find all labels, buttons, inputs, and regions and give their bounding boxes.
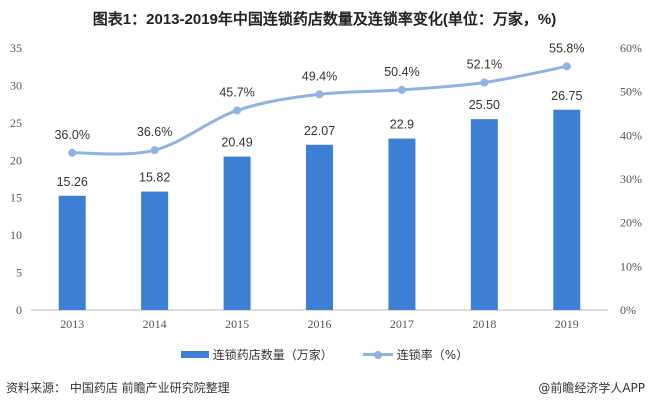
rate-data-label: 36.6% <box>137 125 172 139</box>
x-tick-label: 2019 <box>555 317 579 331</box>
x-tick-label: 2013 <box>60 317 84 331</box>
x-tick-label: 2018 <box>472 317 496 331</box>
left-tick-label: 10 <box>10 228 22 242</box>
bar-data-label: 25.50 <box>469 98 500 112</box>
bar <box>223 156 251 310</box>
rate-point <box>315 90 324 99</box>
credit: @前瞻经济学人APP <box>538 381 645 395</box>
right-tick-label: 40% <box>620 128 642 142</box>
rate-point <box>480 78 489 87</box>
bar <box>306 144 333 310</box>
left-tick-label: 20 <box>10 153 22 167</box>
rate-point <box>68 148 77 157</box>
left-tick-label: 0 <box>16 303 22 317</box>
left-tick-label: 5 <box>16 266 22 280</box>
right-tick-label: 50% <box>620 85 642 99</box>
rate-point <box>150 146 159 155</box>
bar-data-label: 26.75 <box>551 89 582 103</box>
legend-bar-swatch <box>180 351 209 358</box>
x-tick-label: 2016 <box>308 317 332 331</box>
bar <box>141 191 169 310</box>
chart-title: 图表1：2013-2019年中国连锁药店数量及连锁率变化(单位：万家，%) <box>92 11 557 28</box>
right-tick-label: 60% <box>620 41 642 55</box>
bar <box>553 109 581 310</box>
bar-data-label: 15.82 <box>139 171 170 185</box>
x-tick-label: 2017 <box>390 317 414 331</box>
legend-bar-label: 连锁药店数量（万家） <box>212 348 333 362</box>
legend-line-label: 连锁率（%） <box>396 348 469 362</box>
bar <box>470 119 498 310</box>
bar-data-label: 20.49 <box>221 136 252 150</box>
legend-item-line: 连锁率（%） <box>362 346 469 363</box>
rate-point <box>562 62 571 71</box>
left-tick-label: 30 <box>10 78 22 92</box>
bar-data-label: 22.9 <box>390 118 414 132</box>
bar-data-label: 22.07 <box>304 124 335 138</box>
bar-data-label: 15.26 <box>57 175 88 189</box>
right-tick-label: 20% <box>620 216 642 230</box>
source-note: 资料来源： 中国药店 前瞻产业研究院整理 <box>6 381 230 395</box>
right-tick-label: 0% <box>620 303 636 317</box>
rate-point <box>233 106 242 115</box>
right-tick-label: 30% <box>620 172 642 186</box>
rate-data-label: 50.4% <box>384 65 419 79</box>
legend: 连锁药店数量（万家） 连锁率（%） <box>0 346 649 363</box>
left-tick-label: 25 <box>10 116 22 130</box>
right-tick-label: 10% <box>620 259 642 273</box>
rate-data-label: 55.8% <box>549 41 584 55</box>
legend-line-swatch <box>362 350 393 359</box>
x-tick-label: 2014 <box>143 317 167 331</box>
bar <box>58 195 86 310</box>
left-tick-label: 35 <box>10 41 22 55</box>
rate-data-label: 52.1% <box>467 57 502 71</box>
rate-data-label: 45.7% <box>219 85 254 99</box>
left-tick-label: 15 <box>10 191 22 205</box>
bar <box>388 138 416 310</box>
rate-data-label: 49.4% <box>302 69 337 83</box>
rate-point <box>397 85 406 94</box>
footer: 资料来源： 中国药店 前瞻产业研究院整理 @前瞻经济学人APP <box>6 379 645 396</box>
legend-item-bar: 连锁药店数量（万家） <box>180 346 333 363</box>
rate-data-label: 36.0% <box>54 128 89 142</box>
x-tick-label: 2015 <box>225 317 249 331</box>
